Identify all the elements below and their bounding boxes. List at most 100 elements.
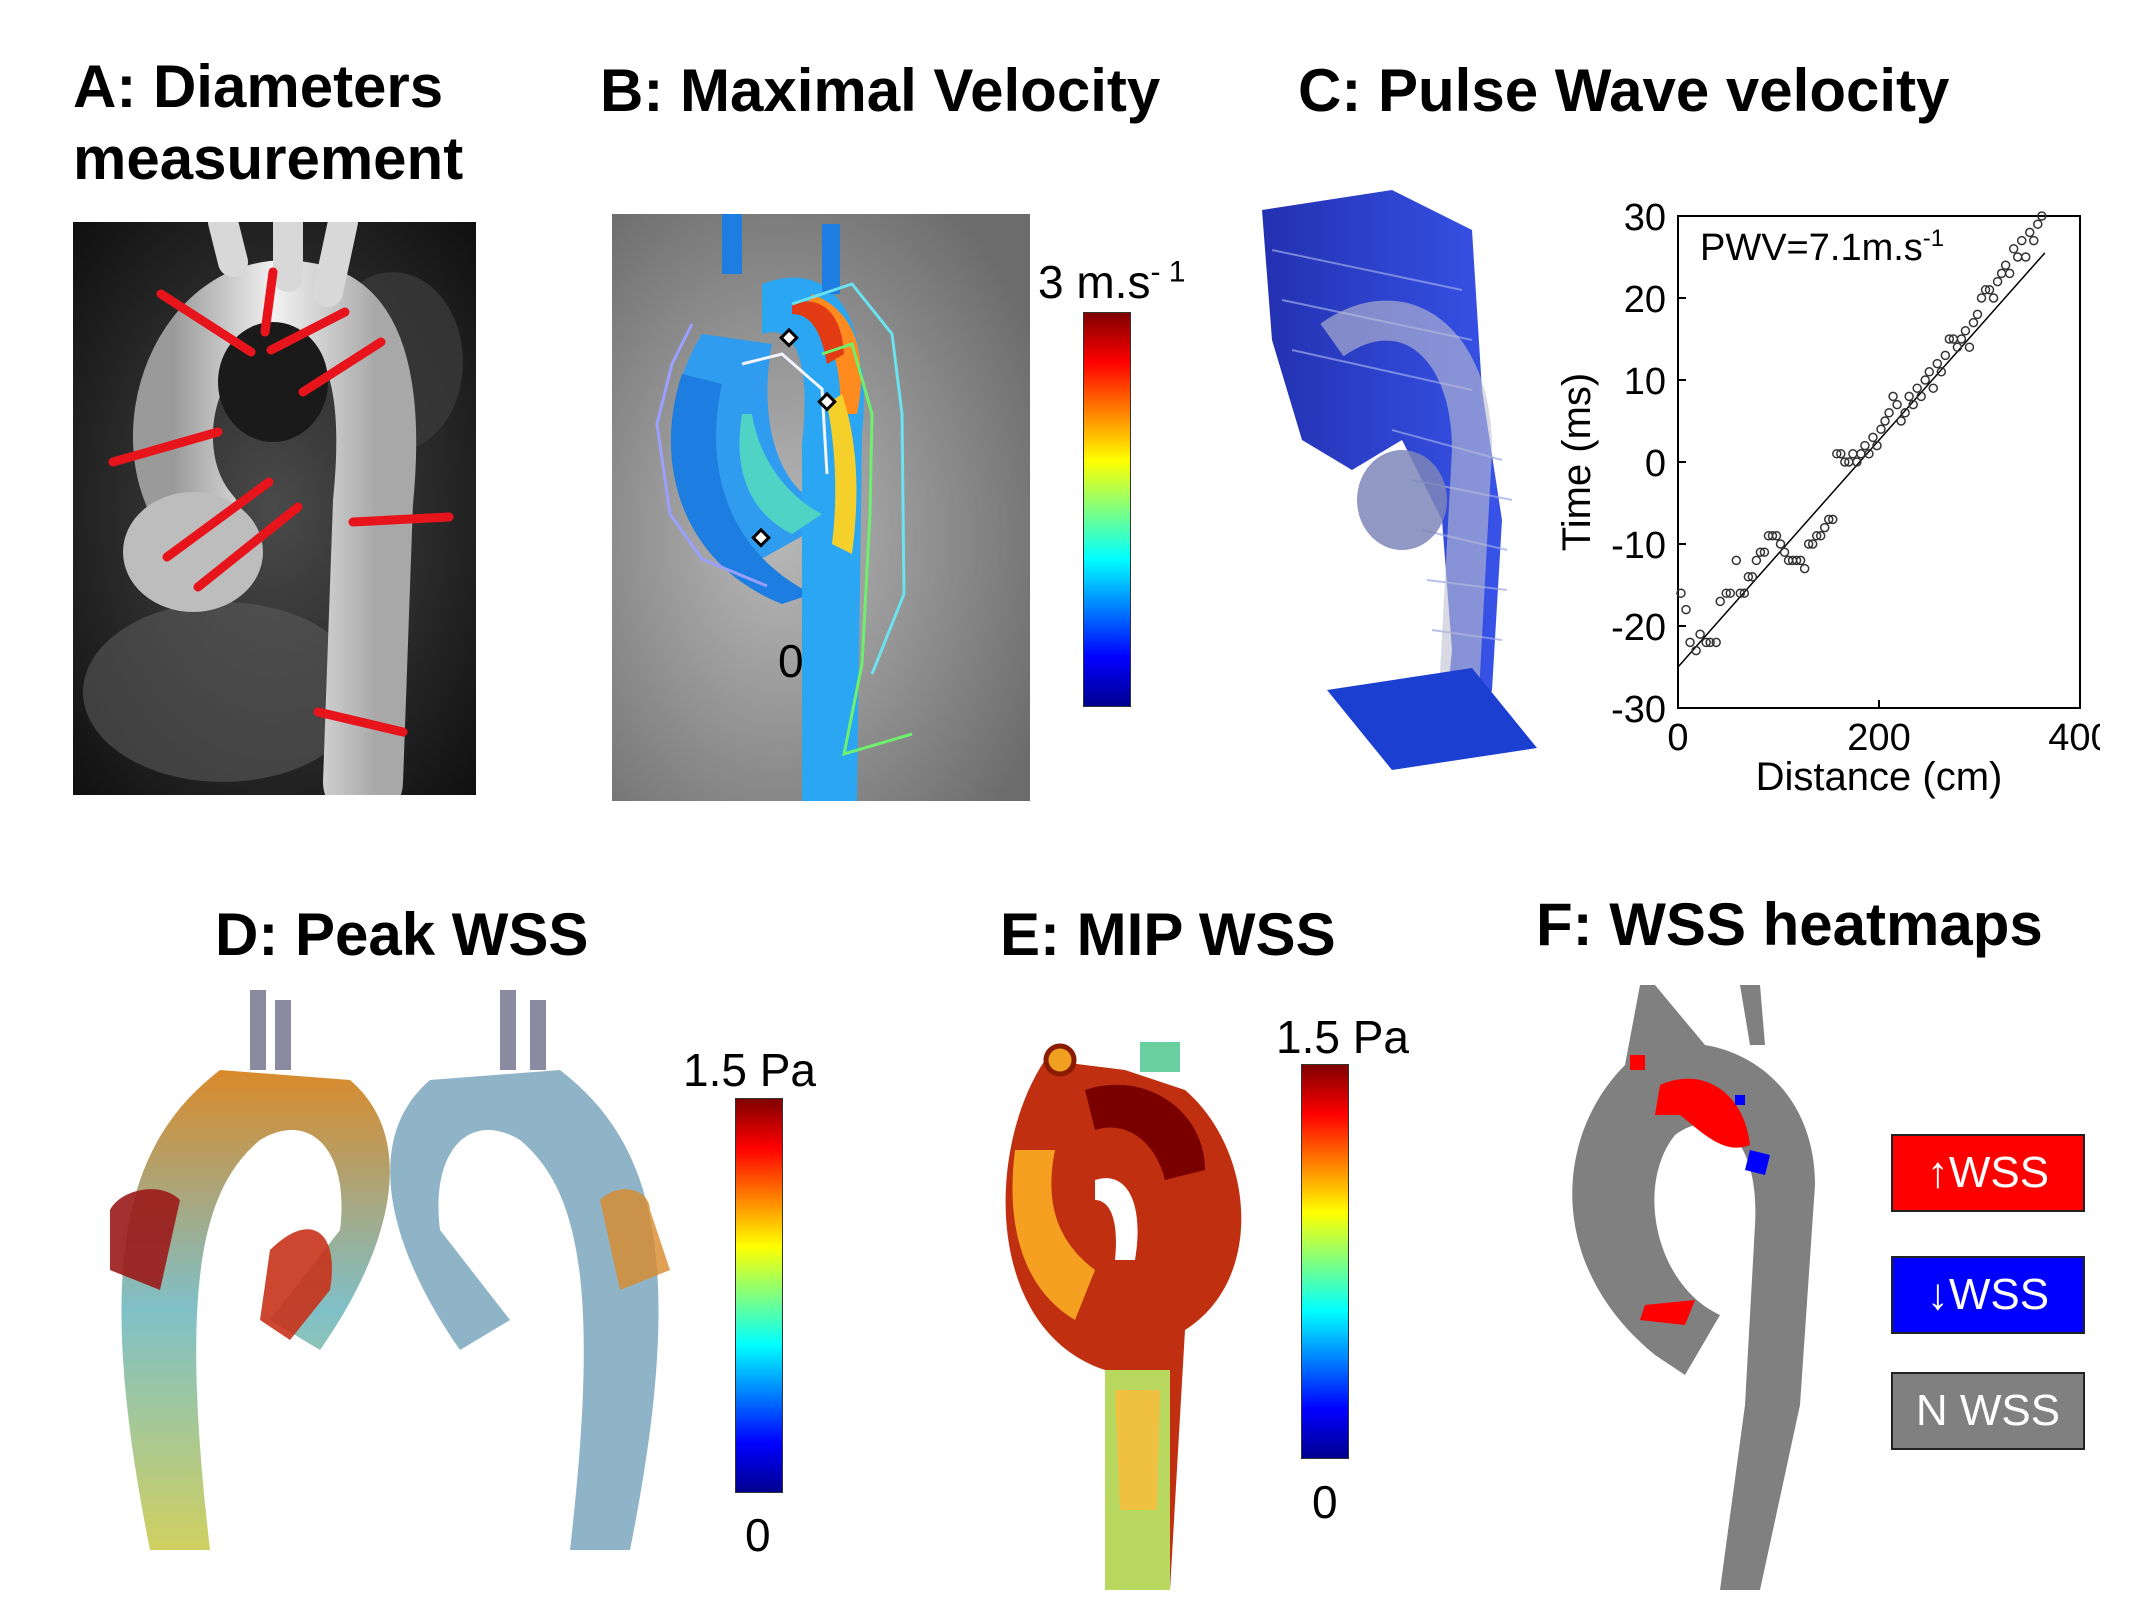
pwv-scatter-chart: 30 20 10 0 -10 -20 -30 0 200 400 PWV=7.1m.s-1 Di…: [1540, 190, 2100, 820]
pwv-data-point: [1936, 367, 1947, 377]
panel-b-colorbar-max-label: 3 m.s- 1: [1038, 255, 1185, 309]
pwv-data-point: [1725, 588, 1736, 598]
panel-b-zero-label: 0: [778, 635, 804, 687]
pwv-data-point: [1735, 588, 1746, 598]
pwv-data-point: [1872, 440, 1882, 451]
mip-wss-illustration: [1005, 1042, 1242, 1590]
pwv-xlabel: Distance (cm): [1756, 755, 2003, 799]
max-velocity-markers: [751, 327, 837, 548]
pwv-data-point: [1960, 326, 1971, 336]
pwv-data-point: [1840, 457, 1850, 467]
pwv-data-point: [1860, 440, 1870, 451]
panel-d-peak-wss-image: [90, 990, 710, 1570]
pwv-plot-frame: [1677, 215, 2081, 709]
pwv-data-point: [1747, 572, 1758, 582]
pwv-data-point: [1819, 522, 1830, 533]
panel-b-colorbar-max-unit-sup: - 1: [1150, 255, 1186, 289]
pwv-data-point: [1775, 539, 1786, 549]
legend-item-label: ↑WSS: [1926, 1148, 2050, 1197]
pwv-data-point: [1952, 342, 1963, 352]
pwv-data-point: [1972, 309, 1983, 320]
pwv-data-point: [1884, 408, 1894, 418]
pwv-data-point: [1900, 408, 1910, 418]
pwv-data-point: [1928, 383, 1939, 393]
panel-e-mip-wss-image: [985, 1030, 1285, 1590]
x-tick-label: 0: [1667, 717, 1688, 759]
y-tick-label: -20: [1611, 607, 1666, 649]
pwv-data-point: [1988, 293, 1999, 303]
pwv-data-point: [1892, 399, 1902, 410]
panel-b-colorbar: [1083, 312, 1131, 707]
pwv-data-point: [1956, 334, 1967, 344]
pwv-data-point: [1940, 350, 1951, 361]
legend-item-label: N WSS: [1915, 1386, 2061, 1435]
panel-e-colorbar-min-label: 0: [1312, 1476, 1338, 1528]
pwv-data-point: [1968, 317, 1979, 328]
pwv-data-point: [2029, 235, 2039, 246]
y-tick-label: -10: [1611, 525, 1666, 567]
legend-item: ↑WSS: [1891, 1134, 2085, 1212]
pwv-data-point: [1976, 293, 1987, 303]
aorta-centerline-planes-illustration: [1262, 190, 1537, 770]
pwv-data-point: [1705, 637, 1715, 648]
pwv-data-point: [1739, 588, 1750, 598]
pwv-data-point: [1685, 637, 1695, 648]
pwv-data-point: [1896, 416, 1906, 426]
pwv-data-point: [1856, 449, 1866, 459]
pwv-data-point: [1984, 285, 1995, 295]
panel-f-wss-heatmap-image: [1545, 985, 1875, 1590]
y-tick-label: 20: [1624, 279, 1666, 321]
pwv-data-point: [1824, 514, 1834, 525]
pwv-data-point: [1799, 563, 1810, 574]
pwv-data-point: [1743, 572, 1754, 582]
y-tick-label: 30: [1624, 197, 1666, 239]
legend-item: N WSS: [1891, 1372, 2085, 1450]
pwv-data-point: [1828, 514, 1838, 525]
panel-d-title: D: Peak WSS: [215, 901, 589, 968]
panel-a-mri-image: [73, 222, 476, 795]
pwv-data-point: [2000, 260, 2011, 270]
pwv-annotation: PWV=7.1m.s-1: [1700, 225, 1944, 269]
panel-a-title-line2: measurement: [73, 125, 464, 192]
aorta-mri-illustration: [73, 222, 476, 795]
pwv-data-point: [1832, 449, 1842, 459]
pwv-data-point: [1807, 539, 1818, 549]
pwv-data-point: [2008, 244, 2019, 254]
pwv-data-point: [1751, 555, 1762, 566]
pwv-data-point: [1676, 588, 1686, 598]
panel-d-colorbar: [735, 1098, 783, 1493]
pwv-data-point: [1721, 588, 1731, 598]
pwv-data-point: [2012, 252, 2023, 262]
pwv-data-point: [2020, 252, 2031, 262]
pwv-data-point: [1912, 383, 1922, 393]
pwv-data-point: [1996, 268, 2007, 279]
x-tick-label: 400: [2048, 717, 2100, 759]
pwv-data-point: [1836, 449, 1846, 459]
velocity-map-illustration: [612, 214, 1030, 801]
panel-e-title: E: MIP WSS: [1000, 901, 1336, 968]
pwv-data-point: [1795, 555, 1806, 566]
pwv-data-point: [1695, 629, 1705, 639]
pwv-data-point: [1880, 416, 1890, 426]
pwv-data-point: [1980, 285, 1991, 295]
pwv-data-point: [2037, 211, 2047, 221]
pwv-data-point: [2033, 219, 2043, 229]
panel-c-aorta-planes: [1242, 190, 1572, 790]
pwv-data-point: [1876, 424, 1886, 434]
panel-e-colorbar-max-label: 1.5 Pa: [1276, 1011, 1409, 1063]
pwv-data-point: [1701, 637, 1711, 648]
y-tick-label: 10: [1624, 361, 1666, 403]
panel-b-velocity-map: 0: [612, 214, 1030, 801]
pwv-data-point: [1791, 555, 1802, 566]
pwv-data-point: [1715, 596, 1725, 607]
pwv-data-point: [1992, 276, 2003, 287]
panel-d-colorbar-max-label: 1.5 Pa: [683, 1044, 816, 1096]
panel-c-title: C: Pulse Wave velocity: [1298, 57, 1950, 124]
pwv-data-point: [1916, 391, 1926, 402]
legend-item-label: ↓WSS: [1926, 1270, 2050, 1319]
pwv-data-point: [1771, 531, 1782, 541]
panel-f-title: F: WSS heatmaps: [1536, 891, 2043, 958]
pwv-data-point: [1888, 391, 1898, 402]
pwv-data-point: [1803, 539, 1814, 549]
pwv-data-point: [1852, 457, 1862, 467]
